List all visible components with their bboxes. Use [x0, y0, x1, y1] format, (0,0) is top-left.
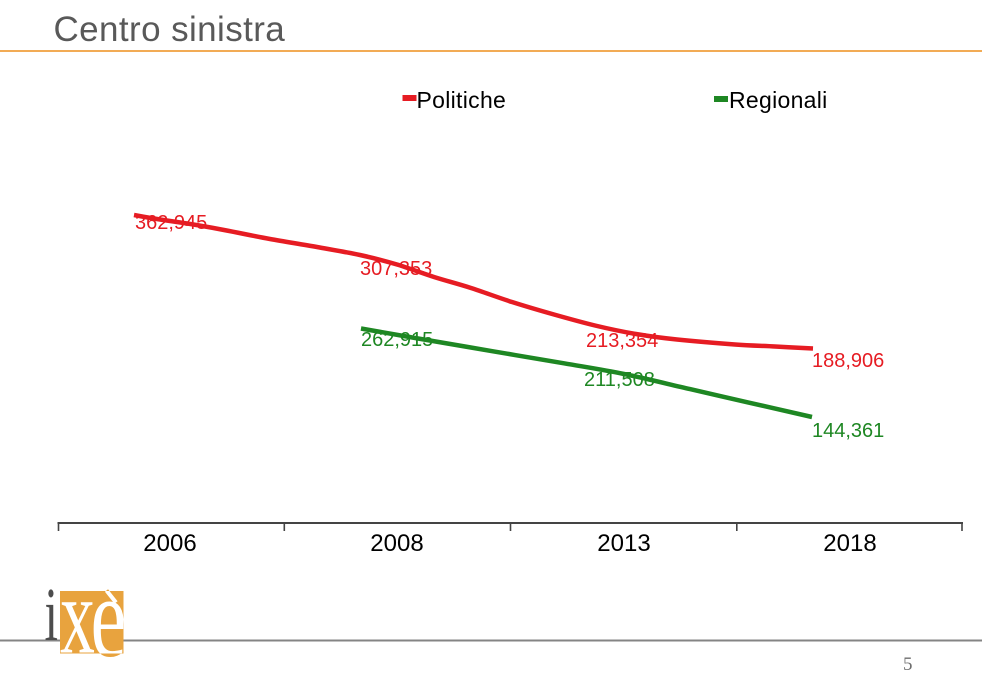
svg-text:i: i [45, 572, 59, 657]
svg-text:x: x [60, 555, 95, 676]
svg-text:e: e [91, 553, 127, 679]
